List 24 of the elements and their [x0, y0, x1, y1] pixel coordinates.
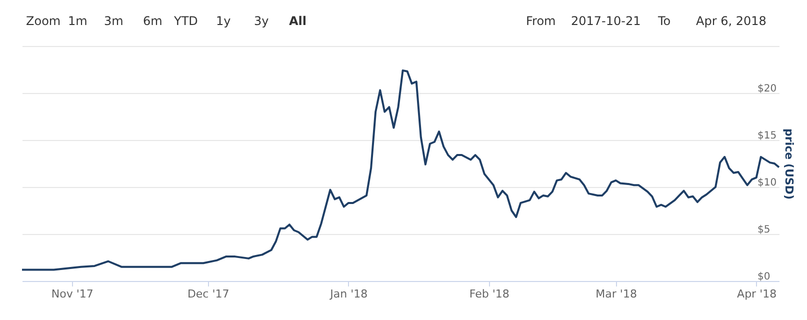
text: 6m [143, 14, 162, 28]
y-tick-label: $10 [758, 178, 777, 188]
x-tick-label: Feb '18 [469, 288, 510, 300]
text: All [289, 14, 307, 28]
y-tick-label: $5 [758, 224, 770, 236]
y-axis-title: price (USD) [782, 128, 796, 200]
y-tick-label: $20 [758, 84, 777, 94]
text: 2017-10-21 [571, 14, 641, 28]
text: Zoom [26, 14, 61, 28]
text: 1m [68, 14, 88, 28]
x-tick-label: Mar '18 [596, 288, 637, 300]
text: 1y [216, 14, 231, 28]
y-tick-label: $0 [758, 272, 770, 282]
text: Apr 6, 2018 [696, 14, 766, 28]
text: YTD [173, 14, 198, 28]
text: 3m [104, 14, 124, 28]
x-tick-label: Dec '17 [187, 288, 230, 300]
x-tick-label: Jan '18 [329, 288, 368, 300]
y-tick-label: $15 [758, 130, 777, 142]
x-tick-label: Apr '18 [737, 288, 777, 300]
text: 3y [254, 14, 269, 28]
text: From [526, 14, 556, 28]
x-tick-label: Nov '17 [51, 288, 94, 300]
text: To [657, 14, 671, 28]
